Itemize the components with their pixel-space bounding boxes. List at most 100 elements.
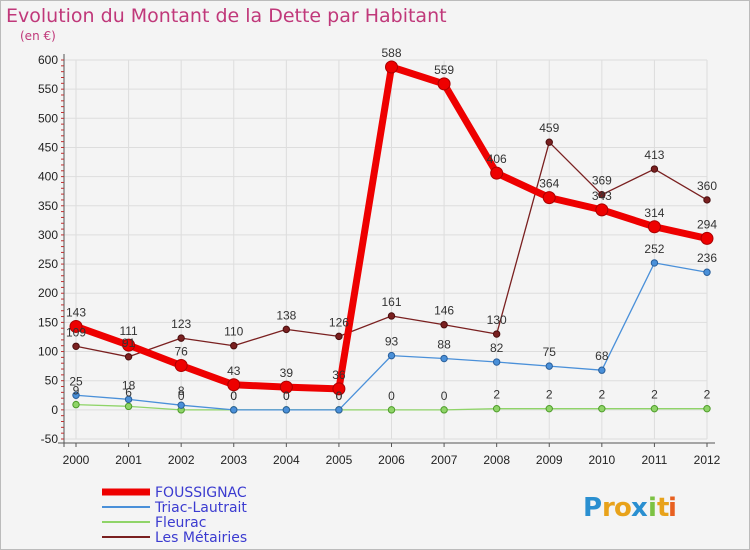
data-label: 39 <box>280 366 294 380</box>
data-label: 559 <box>434 63 454 77</box>
data-label: 236 <box>697 251 717 265</box>
x-tick-label: 2012 <box>694 453 721 467</box>
data-point <box>598 366 606 374</box>
data-label: 413 <box>644 148 664 162</box>
data-point <box>174 359 188 373</box>
data-labels: 143 111 76 43 39 36 588 559 406 364 343 314 294 25 18 8… <box>66 46 717 403</box>
x-tick-label: 2003 <box>220 453 247 467</box>
x-tick-label: 2000 <box>63 453 90 467</box>
data-label: 6 <box>125 385 132 399</box>
data-label: 88 <box>437 338 451 352</box>
data-label: 111 <box>119 324 138 338</box>
data-label: 369 <box>592 174 612 188</box>
data-point <box>440 321 448 329</box>
logo-letter: r <box>602 493 615 523</box>
data-point <box>650 165 659 173</box>
data-label: 2 <box>651 388 658 402</box>
data-label: 25 <box>69 374 83 388</box>
data-point <box>700 231 714 245</box>
y-tick-label: 150 <box>38 315 58 329</box>
logo-letter: i <box>668 493 677 523</box>
data-label: 0 <box>441 389 448 403</box>
data-label: 93 <box>385 335 399 349</box>
data-point <box>598 190 606 199</box>
data-point <box>387 312 396 320</box>
data-label: 109 <box>66 325 86 339</box>
y-tick-label: 600 <box>38 53 58 67</box>
y-tick-label: 100 <box>38 345 58 359</box>
x-tick-label: 2006 <box>378 453 405 467</box>
data-label: 2 <box>493 388 500 402</box>
y-tick-label: 350 <box>38 199 58 213</box>
data-point <box>124 395 133 404</box>
x-tick-label: 2005 <box>326 453 353 467</box>
data-point <box>385 60 398 74</box>
data-point <box>72 342 80 350</box>
data-point <box>650 404 659 413</box>
data-point <box>492 404 501 413</box>
data-point <box>69 319 83 333</box>
data-point <box>387 406 396 414</box>
data-label: 2 <box>704 388 711 402</box>
data-label: 2 <box>598 388 605 402</box>
data-label: 0 <box>178 389 185 403</box>
data-point <box>703 404 711 413</box>
data-label: 0 <box>230 389 237 403</box>
logo-letter: x <box>631 493 648 523</box>
x-tick-label: 2011 <box>642 453 668 467</box>
y-axis-ticks: -50 0 50 100 150 200 250 300 350 400 450 500 550 600 <box>38 53 58 446</box>
y-tick-label: 200 <box>38 286 58 300</box>
data-label: 294 <box>697 217 717 231</box>
data-label: 110 <box>224 325 243 339</box>
data-label: 0 <box>283 389 290 403</box>
data-label: 2 <box>546 388 553 402</box>
logo-letter: o <box>614 493 632 523</box>
data-point <box>335 332 343 341</box>
data-label: 18 <box>122 378 136 392</box>
legend-label: FOUSSIGNAC <box>155 485 247 501</box>
data-label: 406 <box>487 152 507 166</box>
y-tick-label: 500 <box>38 111 58 125</box>
data-label: 314 <box>644 206 664 220</box>
x-tick-label: 2002 <box>168 453 195 467</box>
y-tick-label: 50 <box>45 374 59 388</box>
data-point <box>230 342 238 350</box>
data-point <box>545 404 553 413</box>
data-label: 0 <box>230 389 237 403</box>
data-label: 138 <box>276 308 296 322</box>
data-point <box>492 330 501 338</box>
data-point <box>72 400 80 409</box>
legend-label: Fleurac <box>155 515 206 531</box>
data-point <box>545 362 553 370</box>
data-label: 123 <box>171 317 191 331</box>
y-tick-label: 400 <box>38 170 58 184</box>
y-tick-label: -50 <box>41 432 59 446</box>
series-layer <box>69 60 714 414</box>
data-point <box>437 77 451 91</box>
data-point <box>490 166 504 180</box>
data-label: 43 <box>227 364 241 378</box>
logo-letter: i <box>648 493 657 523</box>
data-point <box>703 196 711 204</box>
data-point <box>703 268 711 276</box>
data-label: 126 <box>329 315 349 329</box>
data-point <box>595 203 609 217</box>
data-point <box>387 351 396 360</box>
data-label: 0 <box>336 389 343 403</box>
data-label: 75 <box>543 345 557 359</box>
data-point <box>124 402 133 411</box>
data-label: 9 <box>73 384 80 398</box>
data-label: 91 <box>122 336 136 350</box>
data-label: 360 <box>697 179 717 193</box>
data-point <box>227 378 241 392</box>
data-point <box>335 406 343 414</box>
legend-label: Les Métairies <box>155 530 247 546</box>
data-label: 0 <box>336 389 343 403</box>
legend-label: Triac-Lautrait <box>154 500 247 516</box>
data-point <box>230 406 238 414</box>
data-point <box>492 358 501 366</box>
